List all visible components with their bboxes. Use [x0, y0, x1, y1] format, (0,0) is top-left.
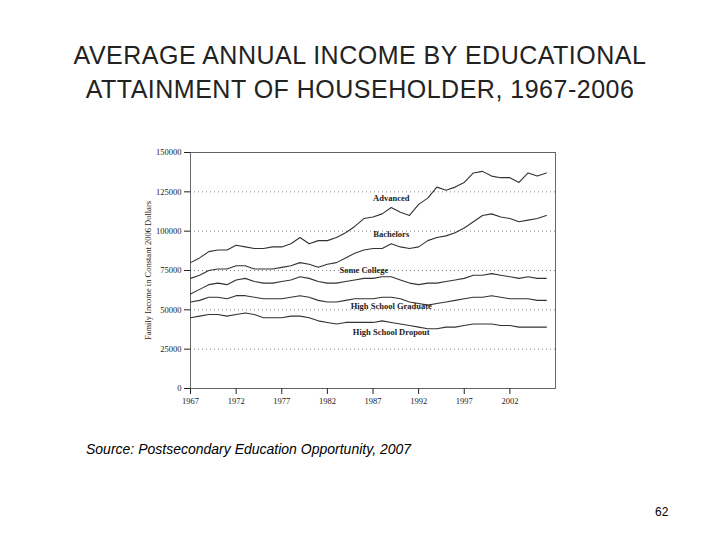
svg-text:50000: 50000: [160, 305, 181, 315]
svg-text:1997: 1997: [456, 396, 473, 405]
svg-text:1992: 1992: [410, 396, 427, 405]
svg-text:Bachelors: Bachelors: [373, 229, 410, 239]
svg-text:High School Dropout: High School Dropout: [353, 327, 430, 337]
svg-text:75000: 75000: [160, 265, 181, 275]
svg-text:1972: 1972: [228, 396, 245, 405]
html-text:62: 62: [655, 505, 669, 519]
svg-text:1967: 1967: [182, 396, 199, 405]
svg-text:150000: 150000: [156, 147, 182, 157]
svg-text:Advanced: Advanced: [373, 193, 410, 203]
svg-text:100000: 100000: [156, 226, 182, 236]
svg-text:25000: 25000: [160, 344, 181, 354]
svg-text:Some College: Some College: [339, 265, 388, 275]
svg-text:High School Graduate: High School Graduate: [351, 301, 432, 311]
svg-text:0: 0: [177, 383, 181, 393]
svg-text:2002: 2002: [501, 396, 518, 405]
svg-text:Family Income in Constant 2006: Family Income in Constant 2006 Dollars: [143, 201, 153, 340]
svg-text:1977: 1977: [273, 396, 290, 405]
svg-text:1987: 1987: [365, 396, 382, 405]
html-text:Source: Postsecondary Educatio: Source: Postsecondary Education Opportun…: [86, 441, 412, 457]
html-text:AVERAGE ANNUAL INCOME BY EDUCA: AVERAGE ANNUAL INCOME BY EDUCATIONAL ATT…: [73, 41, 647, 103]
svg-text:125000: 125000: [156, 187, 182, 197]
svg-text:1982: 1982: [319, 396, 336, 405]
